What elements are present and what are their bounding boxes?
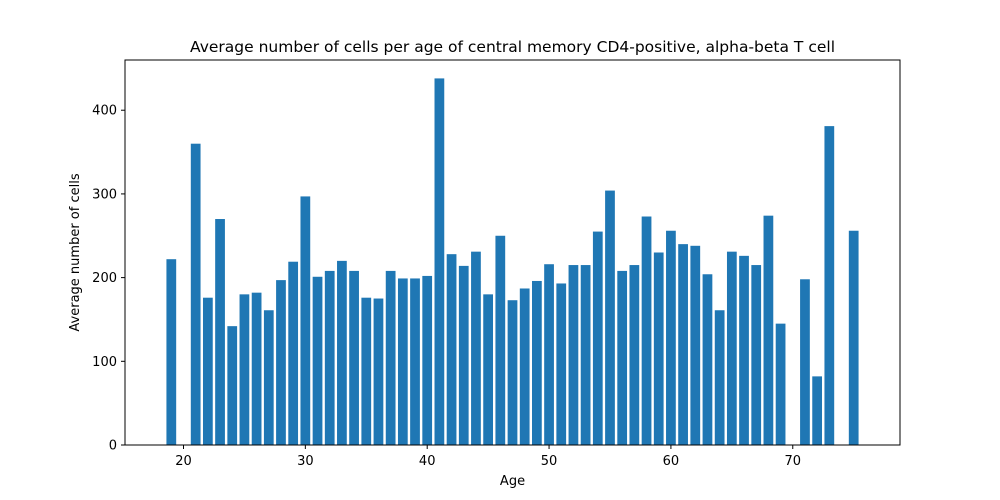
bar-age-46	[495, 235, 506, 445]
bar-age-62	[690, 245, 701, 445]
bar-age-25	[239, 294, 250, 445]
bar-age-65	[726, 251, 737, 445]
x-tick-label: 40	[419, 454, 436, 469]
y-tick-label: 100	[92, 355, 117, 370]
bar-age-59	[653, 252, 664, 445]
bar-age-26	[251, 292, 262, 445]
bar-age-32	[324, 270, 335, 445]
bar-age-71	[800, 279, 810, 445]
bar-age-36	[373, 298, 384, 445]
y-tick-label: 300	[92, 187, 117, 202]
y-axis-ticks: 0 100 200 300 400	[92, 104, 125, 454]
x-tick-label: 60	[663, 454, 680, 469]
bar-age-24	[227, 326, 238, 445]
y-axis-label: Average number of cells	[68, 173, 83, 331]
bar-age-37	[385, 270, 396, 445]
bar-age-72	[812, 376, 823, 445]
bar-age-23	[215, 219, 225, 445]
bar-age-43	[458, 265, 469, 445]
bar-age-75	[848, 230, 859, 445]
x-axis-label: Age	[500, 474, 525, 489]
bar-age-54	[592, 231, 603, 445]
bar-age-22	[202, 297, 213, 445]
bar-age-21	[190, 143, 201, 445]
x-tick-label: 20	[175, 454, 192, 469]
bar-age-38	[397, 278, 408, 445]
bar-age-51	[556, 283, 567, 445]
y-tick-label: 0	[109, 439, 117, 454]
x-tick-label: 70	[784, 454, 801, 469]
bar-age-58	[641, 216, 652, 445]
bar-age-40	[422, 275, 433, 445]
bar-age-34	[349, 270, 359, 445]
bar-age-30	[300, 196, 311, 445]
bar-age-67	[751, 265, 762, 445]
bar-age-55	[605, 190, 615, 445]
bar-age-61	[678, 244, 688, 445]
bar-age-28	[276, 280, 286, 445]
bar-age-48	[519, 288, 530, 445]
x-tick-label: 50	[541, 454, 558, 469]
bar-age-53	[580, 265, 591, 445]
x-tick-label: 30	[297, 454, 314, 469]
bar-age-47	[507, 300, 518, 445]
x-axis-ticks: 20 30 40 50 60 70	[175, 445, 801, 469]
bar-age-44	[471, 251, 481, 445]
bar-age-45	[483, 294, 493, 445]
bar-age-50	[544, 264, 554, 445]
bar-age-41	[434, 78, 445, 445]
plot-frame	[124, 59, 901, 446]
bar-age-56	[617, 270, 628, 445]
bar-age-69	[775, 323, 786, 445]
bar-age-73	[824, 126, 835, 446]
bar-age-31	[312, 276, 323, 445]
bar-age-64	[714, 310, 725, 445]
chart-title: Average number of cells per age of centr…	[190, 38, 835, 56]
bar-age-27	[263, 310, 274, 445]
bar-age-35	[361, 297, 372, 445]
y-tick-label: 400	[92, 104, 117, 119]
bar-age-60	[666, 230, 676, 445]
bar-age-63	[702, 274, 713, 445]
bar-age-66	[739, 255, 749, 445]
bar-age-19	[166, 259, 177, 445]
bar-age-33	[337, 260, 347, 445]
bar-age-49	[532, 280, 542, 445]
bars-group	[166, 78, 859, 446]
y-tick-label: 200	[92, 271, 117, 286]
bar-age-68	[763, 215, 774, 445]
bar-age-52	[568, 265, 579, 445]
bar-age-29	[288, 261, 299, 445]
bar-age-57	[629, 265, 640, 445]
bar-age-42	[446, 254, 457, 445]
bar-age-39	[410, 278, 420, 445]
